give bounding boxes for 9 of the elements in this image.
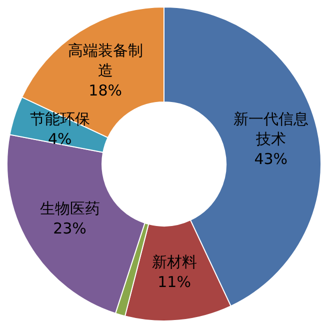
data-label: 4% (48, 130, 72, 148)
slice-label: 生物医药 (40, 200, 100, 218)
data-label: 11% (158, 273, 191, 292)
slice-label: 新一代信息技术 (233, 110, 308, 148)
slice-label: 新材料 (152, 253, 197, 272)
data-label: 23% (53, 220, 86, 238)
data-label: 43% (254, 150, 288, 168)
slice-label: 高端装备制造 (68, 42, 143, 80)
data-label: 18% (88, 82, 122, 100)
